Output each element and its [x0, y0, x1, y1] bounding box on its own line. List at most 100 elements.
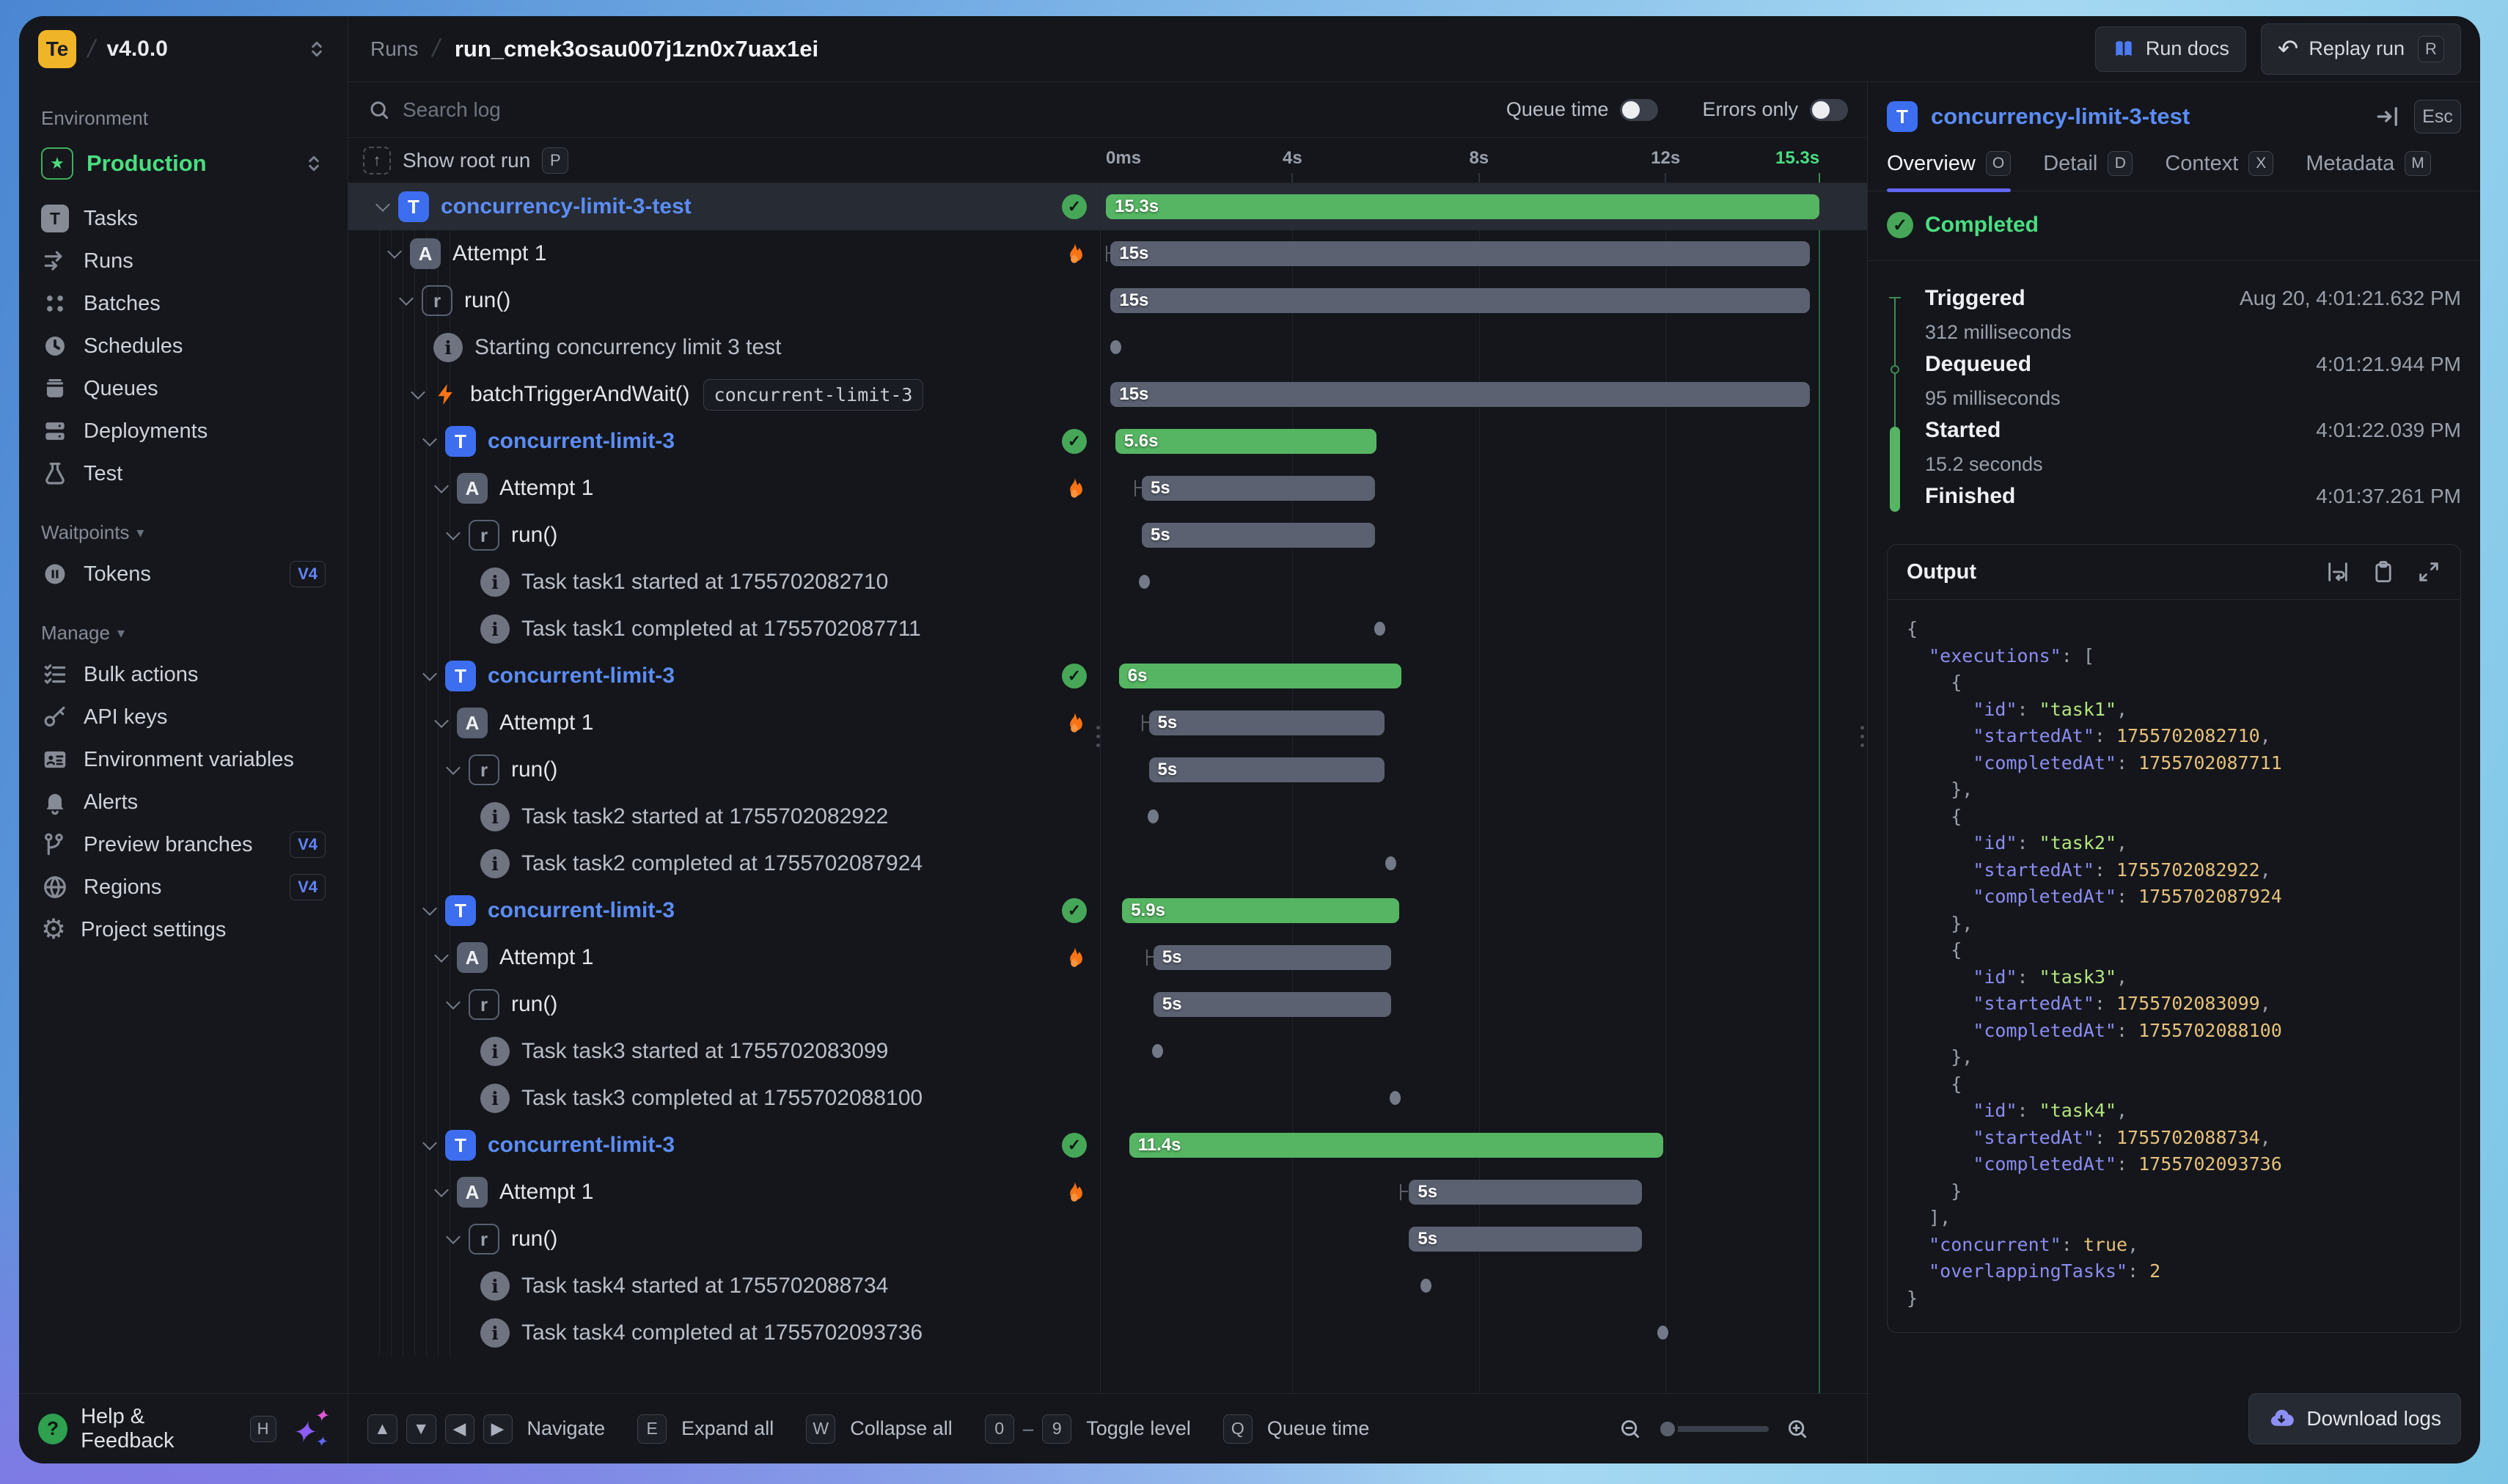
- tree-node-name: AAttempt 1: [348, 230, 1100, 277]
- sidebar-item-tasks[interactable]: TTasks: [19, 197, 348, 240]
- sidebar-item-queues[interactable]: Queues: [19, 367, 348, 410]
- tab-detail[interactable]: DetailD: [2043, 151, 2133, 191]
- tree-row[interactable]: iTask task2 completed at 1755702087924: [348, 840, 1867, 887]
- sidebar-item-bulk-actions[interactable]: Bulk actions: [19, 653, 348, 696]
- tree-row[interactable]: iTask task4 completed at 1755702093736: [348, 1309, 1867, 1356]
- chevron-down-icon[interactable]: [422, 1136, 437, 1150]
- chevron-down-icon[interactable]: [434, 1183, 449, 1197]
- show-root-run[interactable]: ↑ Show root run P: [348, 138, 1100, 183]
- tree-row[interactable]: AAttempt 15s: [348, 1169, 1867, 1216]
- tree-row[interactable]: Tconcurrency-limit-3-test✓15.3s: [348, 183, 1867, 230]
- tree-row[interactable]: iTask task1 completed at 1755702087711: [348, 606, 1867, 653]
- tree-row[interactable]: AAttempt 15s: [348, 465, 1867, 512]
- shortcut-expand-all[interactable]: EExpand all: [637, 1414, 774, 1444]
- tree-row[interactable]: Tconcurrent-limit-3✓6s: [348, 653, 1867, 699]
- tree-node-timeline: [1100, 324, 1867, 371]
- tree-node-name: rrun(): [348, 1216, 1100, 1263]
- org-logo: Te: [38, 30, 76, 68]
- tree-row[interactable]: iTask task2 started at 1755702082922: [348, 793, 1867, 840]
- tab-metadata[interactable]: MetadataM: [2306, 151, 2430, 191]
- run-docs-button[interactable]: Run docs: [2095, 26, 2246, 72]
- sidebar-item-alerts[interactable]: Alerts: [19, 781, 348, 823]
- sidebar-item-tokens[interactable]: TokensV4: [19, 553, 348, 595]
- tree-row[interactable]: AAttempt 15s: [348, 699, 1867, 746]
- sidebar-item-test[interactable]: Test: [19, 452, 348, 495]
- zoom-slider[interactable]: [1659, 1426, 1769, 1432]
- sidebar-item-project-settings[interactable]: ⚙Project settings: [19, 908, 348, 951]
- sidebar-item-runs[interactable]: Runs: [19, 240, 348, 282]
- event-label: Dequeued: [1925, 352, 2031, 377]
- tree-row[interactable]: batchTriggerAndWait()concurrent-limit-31…: [348, 371, 1867, 418]
- tree-row[interactable]: rrun()5s: [348, 981, 1867, 1028]
- tree-row[interactable]: rrun()5s: [348, 512, 1867, 559]
- tree-row[interactable]: Tconcurrent-limit-3✓5.9s: [348, 887, 1867, 934]
- tree-row[interactable]: iTask task4 started at 1755702088734: [348, 1263, 1867, 1309]
- chevron-down-icon[interactable]: [446, 760, 461, 775]
- tab-overview[interactable]: OverviewO: [1887, 151, 2011, 191]
- tree-row[interactable]: iTask task3 started at 1755702083099: [348, 1028, 1867, 1075]
- collapse-panel-icon[interactable]: [2375, 103, 2401, 130]
- zoom-slider-knob[interactable]: [1657, 1419, 1678, 1439]
- org-switcher[interactable]: Te / v4.0.0: [19, 16, 348, 82]
- queue-time-toggle-group[interactable]: Queue time: [1506, 98, 1659, 121]
- sidebar-item-schedules[interactable]: Schedules: [19, 325, 348, 367]
- chevron-down-icon[interactable]: [434, 948, 449, 963]
- chevron-down-icon[interactable]: [387, 244, 402, 259]
- expand-icon[interactable]: [2416, 559, 2441, 584]
- tree-row[interactable]: rrun()15s: [348, 277, 1867, 324]
- tree-row[interactable]: iTask task1 started at 1755702082710: [348, 559, 1867, 606]
- copy-icon[interactable]: [2371, 559, 2396, 584]
- chevron-down-icon[interactable]: [422, 432, 437, 447]
- breadcrumb-runs[interactable]: Runs: [370, 37, 418, 61]
- zoom-in-icon[interactable]: [1785, 1417, 1810, 1441]
- environment-selector[interactable]: ★ Production: [19, 137, 348, 190]
- queue-time-toggle[interactable]: [1620, 99, 1658, 121]
- shortcut-label: Expand all: [681, 1417, 774, 1440]
- chevron-down-icon[interactable]: [422, 901, 437, 916]
- tree-row[interactable]: Tconcurrent-limit-3✓5.6s: [348, 418, 1867, 465]
- esc-button[interactable]: Esc: [2414, 100, 2461, 133]
- shortcut-toggle-level[interactable]: 0–9Toggle level: [985, 1414, 1191, 1444]
- sidebar-section-manage[interactable]: Manage▾: [19, 595, 348, 653]
- tab-context[interactable]: ContextX: [2165, 151, 2273, 191]
- wrap-text-icon[interactable]: [2325, 559, 2350, 584]
- chevron-down-icon[interactable]: [446, 1230, 461, 1244]
- sidebar-item-environment-variables[interactable]: Environment variables: [19, 738, 348, 781]
- chevron-down-icon[interactable]: [375, 197, 390, 212]
- chevron-down-icon[interactable]: [446, 526, 461, 540]
- tree-row[interactable]: rrun()5s: [348, 1216, 1867, 1263]
- tree-node-timeline: 5s: [1100, 746, 1867, 793]
- shortcut-navigate[interactable]: ▲▼◀▶Navigate: [367, 1414, 605, 1444]
- shortcut-collapse-all[interactable]: WCollapse all: [806, 1414, 953, 1444]
- tree-row[interactable]: Tconcurrent-limit-3✓11.4s: [348, 1122, 1867, 1169]
- chevron-down-icon[interactable]: [399, 291, 414, 306]
- errors-only-toggle-group[interactable]: Errors only: [1702, 98, 1848, 121]
- tree-row[interactable]: rrun()5s: [348, 746, 1867, 793]
- errors-only-toggle[interactable]: [1810, 99, 1848, 121]
- help-feedback-row[interactable]: ? Help & Feedback H ✦✦✦: [19, 1393, 348, 1463]
- sidebar-item-api-keys[interactable]: API keys: [19, 696, 348, 738]
- chevron-down-icon[interactable]: [434, 479, 449, 493]
- sidebar-item-preview-branches[interactable]: Preview branchesV4: [19, 823, 348, 866]
- replay-run-button[interactable]: ↶ Replay run R: [2261, 23, 2461, 75]
- tree-row[interactable]: iStarting concurrency limit 3 test: [348, 324, 1867, 371]
- sidebar-item-batches[interactable]: Batches: [19, 282, 348, 325]
- ai-sparkles-icon[interactable]: ✦✦✦: [290, 1408, 329, 1450]
- chevron-down-icon[interactable]: [446, 995, 461, 1010]
- search-input[interactable]: Search log: [403, 98, 1462, 122]
- chevron-down-icon[interactable]: [434, 713, 449, 728]
- shortcut-queue-time[interactable]: QQueue time: [1223, 1414, 1370, 1444]
- chevron-down-icon[interactable]: [411, 385, 425, 400]
- tree-row[interactable]: AAttempt 15s: [348, 934, 1867, 981]
- sidebar-section-waitpoints[interactable]: Waitpoints▾: [19, 495, 348, 553]
- zoom-out-icon[interactable]: [1618, 1417, 1643, 1441]
- download-logs-button[interactable]: Download logs: [2248, 1393, 2461, 1444]
- column-divider[interactable]: [1100, 183, 1101, 1393]
- output-title: Output: [1907, 560, 2325, 584]
- chevron-down-icon[interactable]: [422, 666, 437, 681]
- tree-row[interactable]: AAttempt 115s: [348, 230, 1867, 277]
- tree-row[interactable]: iTask task3 completed at 1755702088100: [348, 1075, 1867, 1122]
- topbar: Runs / run_cmek3osau007j1zn0x7uax1ei Run…: [348, 16, 2480, 82]
- sidebar-item-regions[interactable]: RegionsV4: [19, 866, 348, 908]
- sidebar-item-deployments[interactable]: Deployments: [19, 410, 348, 452]
